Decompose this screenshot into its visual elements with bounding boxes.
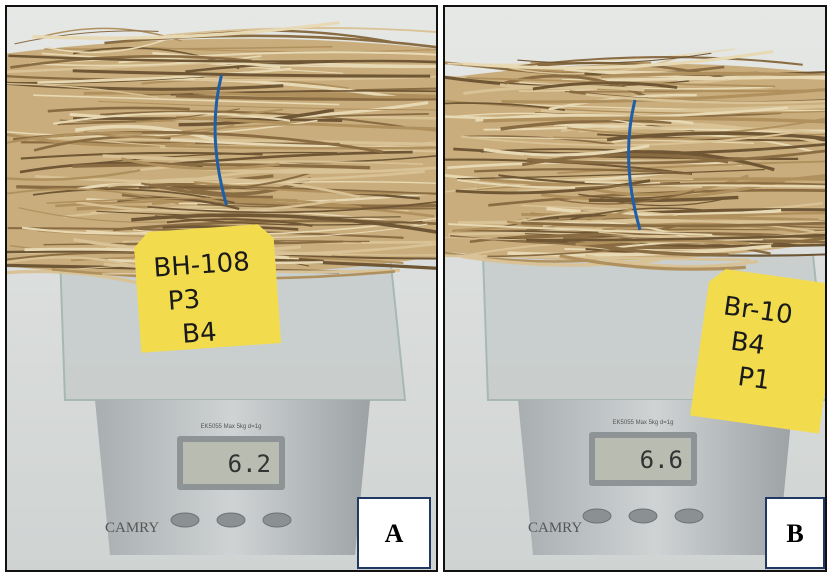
tag-text: P1	[736, 362, 772, 396]
tag-text: B4	[729, 327, 767, 361]
panel-label: A	[385, 519, 404, 548]
scale-brand: CAMRY	[105, 520, 159, 536]
display-value: 6.2	[228, 450, 271, 478]
label-tag: Br-10B4P1	[690, 267, 832, 434]
label-tag: BH-108P3B4	[133, 223, 281, 352]
scale-button	[171, 513, 199, 527]
scale-brand: CAMRY	[528, 520, 582, 536]
scale-button	[263, 513, 291, 527]
display-value: 6.6	[640, 446, 683, 474]
tag-text: B4	[181, 317, 217, 349]
scale-button	[217, 513, 245, 527]
figure: 6.2 EK5055 Max 5kg d=1g CAMRY BH-108P3B4 A 6.…	[0, 0, 832, 577]
scale-button	[675, 509, 703, 523]
scale-model: EK5055 Max 5kg d=1g	[613, 420, 674, 426]
panel-label: B	[786, 519, 803, 548]
scale-button	[629, 509, 657, 523]
scale-model: EK5055 Max 5kg d=1g	[201, 424, 262, 430]
tag-text: P3	[167, 285, 201, 317]
scale-button	[583, 509, 611, 523]
